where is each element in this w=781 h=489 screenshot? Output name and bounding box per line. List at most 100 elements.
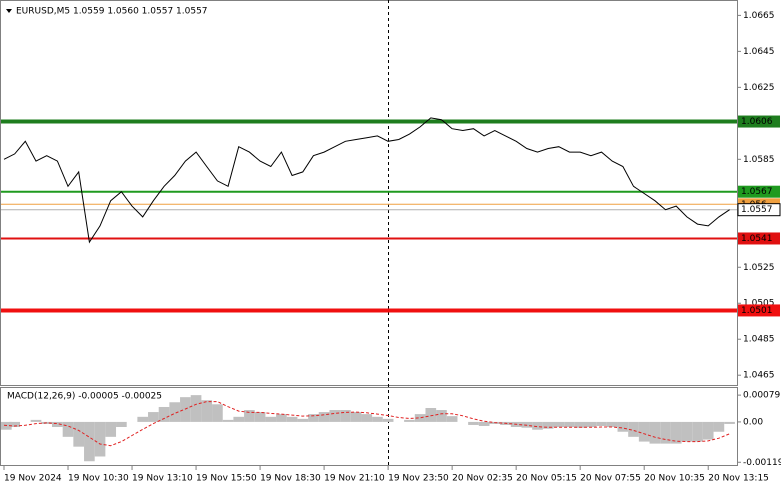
- menu-icon: [6, 9, 12, 13]
- histogram-bar: [361, 414, 373, 422]
- price-panel: [0, 0, 738, 386]
- level-label-box: [738, 115, 780, 128]
- histogram-bar: [606, 421, 618, 427]
- histogram-bar: [713, 421, 725, 432]
- histogram-bar: [649, 421, 661, 444]
- level-label-box: [738, 232, 780, 245]
- histogram-bar: [468, 421, 479, 425]
- x-tick-label: 19 Nov 23:50: [388, 474, 449, 484]
- histogram-bar: [436, 410, 447, 422]
- macd-panel: [0, 387, 738, 466]
- histogram-bar: [724, 421, 735, 424]
- level-label: 1.0606: [741, 117, 773, 127]
- histogram-bar: [116, 421, 127, 427]
- level-label-box: [738, 185, 780, 198]
- histogram-bar: [617, 421, 629, 432]
- histogram-bar: [340, 410, 351, 422]
- histogram-bar: [233, 416, 245, 422]
- histogram-bar: [350, 412, 362, 422]
- line: [3, 401, 730, 447]
- x-tick-label: 20 Nov 07:55: [580, 474, 641, 484]
- level-label: 1.0501: [741, 306, 773, 316]
- histogram-bar: [660, 421, 671, 444]
- histogram-bar: [414, 414, 426, 422]
- histogram-bar: [201, 400, 213, 422]
- histogram-bar: [564, 421, 575, 427]
- y-tick-label: 1.0625: [743, 83, 775, 93]
- level-label-box: [737, 203, 781, 217]
- histogram-bar: [158, 406, 170, 422]
- level-label: 1.0567: [741, 187, 773, 197]
- histogram-bar: [372, 416, 383, 422]
- histogram-bar: [105, 421, 117, 437]
- y-tick-label: 0.00: [743, 417, 763, 427]
- histogram-bar: [84, 421, 95, 462]
- y-tick-label: 1.0485: [743, 335, 775, 345]
- histogram-bar: [286, 416, 298, 422]
- histogram-bar: [681, 421, 693, 442]
- histogram-bar: [542, 421, 554, 429]
- macd-title: MACD(12,26,9) -0.00005 -0.00025: [7, 392, 162, 402]
- histogram-bar: [702, 421, 714, 440]
- x-tick-label: 19 Nov 15:50: [196, 474, 257, 484]
- x-tick-label: 19 Nov 18:30: [260, 474, 321, 484]
- histogram-bar: [276, 414, 287, 422]
- histogram-bar: [265, 416, 277, 422]
- y-tick-label: 0.00079: [743, 391, 780, 401]
- y-tick-label: 1.0585: [743, 155, 775, 165]
- y-tick-label: 1.0525: [743, 263, 775, 273]
- histogram-bar: [318, 412, 330, 422]
- histogram-bar: [169, 402, 181, 422]
- x-tick-label: 19 Nov 2024: [4, 474, 62, 484]
- x-tick-label: 19 Nov 13:10: [132, 474, 193, 484]
- histogram-bar: [532, 421, 543, 430]
- level-label: 1.0541: [741, 234, 773, 244]
- x-tick-label: 20 Nov 10:35: [644, 474, 705, 484]
- histogram-bar: [137, 416, 149, 422]
- histogram-bar: [308, 414, 319, 422]
- y-tick-label: -0.00119: [743, 458, 781, 468]
- level-label-box: [738, 304, 780, 317]
- x-tick-label: 19 Nov 10:30: [68, 474, 129, 484]
- histogram-bar: [212, 404, 223, 422]
- histogram-bar: [297, 418, 309, 422]
- x-tick-label: 20 Nov 05:15: [516, 474, 577, 484]
- x-tick-label: 19 Nov 21:10: [324, 474, 385, 484]
- histogram-bar: [404, 419, 415, 422]
- y-tick-label: 1.0505: [743, 299, 775, 309]
- line: [3, 117, 730, 244]
- histogram-bar: [446, 416, 458, 422]
- level-label: 1.0557: [741, 205, 773, 215]
- histogram-bar: [596, 421, 607, 426]
- y-tick-label: 1.0665: [743, 11, 775, 21]
- histogram-bar: [478, 421, 490, 426]
- x-tick-label: 20 Nov 02:35: [452, 474, 513, 484]
- histogram-bar: [148, 412, 159, 422]
- histogram-bar: [222, 419, 234, 422]
- histogram-bar: [425, 408, 437, 422]
- histogram-bar: [692, 421, 703, 442]
- histogram-bar: [585, 421, 597, 427]
- histogram-bar: [638, 421, 650, 442]
- histogram-bar: [190, 395, 202, 422]
- histogram-bar: [62, 421, 74, 437]
- histogram-bar: [521, 421, 533, 428]
- histogram-bar: [52, 421, 63, 427]
- histogram-bar: [628, 421, 639, 437]
- histogram-bar: [30, 419, 42, 422]
- histogram-bar: [94, 421, 106, 457]
- histogram-bar: [574, 421, 586, 428]
- histogram-bar: [670, 421, 682, 444]
- chart-title: EURUSD,M5 1.0559 1.0560 1.0557 1.0557: [16, 7, 208, 17]
- x-tick-label: 20 Nov 13:15: [708, 474, 769, 484]
- histogram-bar: [329, 410, 341, 422]
- y-tick-label: 1.0645: [743, 47, 775, 57]
- histogram-bar: [73, 421, 85, 447]
- histogram-bar: [553, 421, 565, 427]
- histogram-bar: [382, 418, 394, 422]
- histogram-bar: [254, 412, 266, 422]
- y-tick-label: 1.0465: [743, 371, 775, 381]
- histogram-bar: [244, 410, 255, 422]
